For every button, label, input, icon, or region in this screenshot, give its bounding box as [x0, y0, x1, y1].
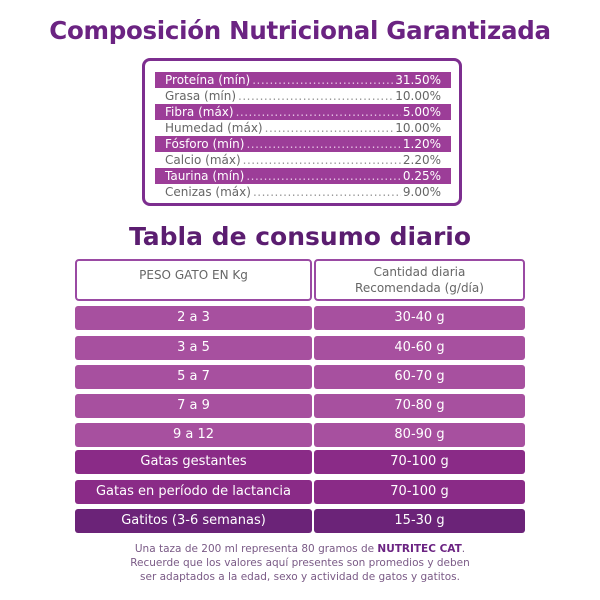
nutrient-value: 10.00% — [395, 121, 441, 135]
header-amount-line2: Recomendada (g/día) — [355, 281, 484, 295]
nutrient-value: 1.20% — [402, 137, 441, 151]
nutrition-row: Taurina (mín) 0.25% — [155, 168, 451, 184]
dot-leader — [252, 72, 393, 88]
nutrition-row: Calcio (máx) 2.20% — [155, 152, 451, 168]
header-weight-label: PESO GATO EN Kg — [139, 268, 248, 282]
nutrient-value: 9.00% — [402, 185, 441, 199]
dot-leader — [236, 104, 401, 120]
nutrition-row: Proteína (mín) 31.50% — [155, 72, 451, 88]
amount-cell: 70-100 g — [314, 450, 525, 474]
amount-cell: 15-30 g — [314, 509, 525, 533]
amount-cell: 70-100 g — [314, 480, 525, 504]
weight-cell: 9 a 12 — [75, 423, 312, 447]
nutrient-value: 2.20% — [402, 153, 441, 167]
header-weight: PESO GATO EN Kg — [75, 259, 312, 301]
footnote-line2: Recuerde que los valores aquí presentes … — [130, 557, 470, 569]
footnote-line1-prefix: Una taza de 200 ml representa 80 gramos … — [134, 543, 378, 555]
amount-cell: 30-40 g — [314, 306, 525, 330]
weight-cell: Gatitos (3-6 semanas) — [75, 509, 312, 533]
consumption-table-title: Tabla de consumo diario — [128, 222, 472, 251]
dot-leader — [246, 136, 400, 152]
footnote-line1-suffix: . — [461, 543, 466, 555]
nutrient-label: Proteína (mín) — [165, 73, 251, 87]
weight-cell: 5 a 7 — [75, 365, 312, 389]
weight-cell: Gatas en período de lactancia — [75, 480, 312, 504]
nutrition-box: Proteína (mín) 31.50% Grasa (mín) 10.00%… — [142, 58, 462, 206]
header-amount-line1: Cantidad diaria — [373, 265, 466, 279]
nutrition-row: Cenizas (máx) 9.00% — [155, 184, 451, 200]
dot-leader — [238, 88, 393, 104]
nutrient-label: Taurina (mín) — [165, 169, 245, 183]
nutrient-label: Cenizas (máx) — [165, 185, 251, 199]
amount-cell: 60-70 g — [314, 365, 525, 389]
nutrition-row: Fibra (máx) 5.00% — [155, 104, 451, 120]
footnote: Una taza de 200 ml representa 80 gramos … — [60, 542, 540, 584]
weight-cell: Gatas gestantes — [75, 450, 312, 474]
nutrient-label: Fósforo (mín) — [165, 137, 245, 151]
amount-cell: 80-90 g — [314, 423, 525, 447]
brand-name: NUTRITEC CAT — [377, 543, 462, 555]
nutrient-value: 10.00% — [395, 89, 441, 103]
nutrient-value: 31.50% — [395, 73, 441, 87]
nutrient-label: Calcio (máx) — [165, 153, 241, 167]
nutrient-label: Grasa (mín) — [165, 89, 236, 103]
nutrition-row: Humedad (máx) 10.00% — [155, 120, 451, 136]
dot-leader — [243, 152, 401, 168]
nutrient-value: 0.25% — [402, 169, 441, 183]
footnote-line3: ser adaptados a la edad, sexo y activida… — [140, 571, 460, 583]
composition-title: Composición Nutricional Garantizada — [49, 16, 551, 45]
amount-cell: 70-80 g — [314, 394, 525, 418]
nutrient-value: 5.00% — [402, 105, 441, 119]
nutrient-label: Fibra (máx) — [165, 105, 234, 119]
amount-cell: 40-60 g — [314, 336, 525, 360]
nutrition-row: Grasa (mín) 10.00% — [155, 88, 451, 104]
weight-cell: 3 a 5 — [75, 336, 312, 360]
dot-leader — [246, 168, 401, 184]
header-amount: Cantidad diaria Recomendada (g/día) — [314, 259, 525, 301]
dot-leader — [253, 184, 401, 200]
dot-leader — [265, 120, 394, 136]
weight-cell: 7 a 9 — [75, 394, 312, 418]
nutrition-row: Fósforo (mín) 1.20% — [155, 136, 451, 152]
footnote-line1: Una taza de 200 ml representa 80 gramos … — [60, 542, 540, 556]
weight-cell: 2 a 3 — [75, 306, 312, 330]
nutrient-label: Humedad (máx) — [165, 121, 263, 135]
